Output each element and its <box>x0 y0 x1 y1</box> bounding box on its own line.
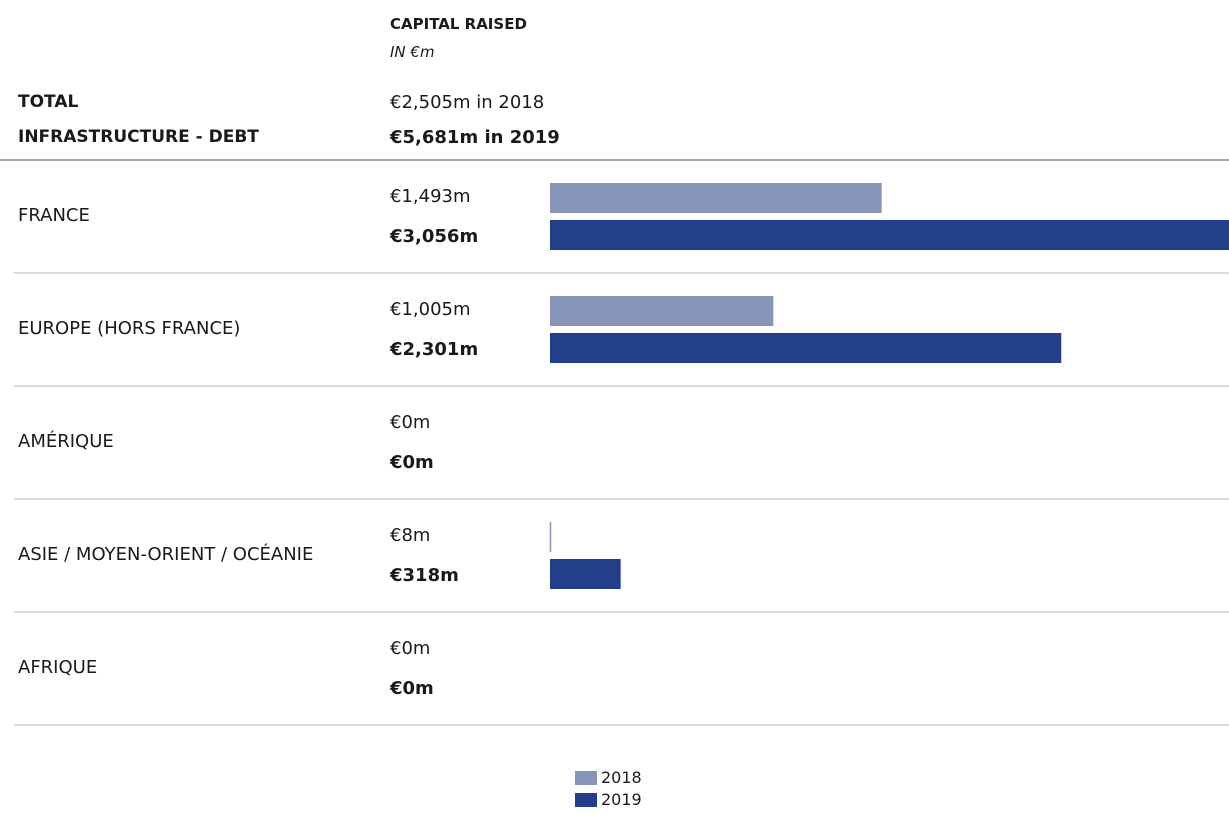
value-label: €0m <box>390 638 431 659</box>
category-label: AFRIQUE <box>18 657 98 679</box>
total-2019: €5,681m in 2019 <box>390 127 560 148</box>
value-label: €8m <box>390 525 431 546</box>
value-label: €0m <box>390 412 431 433</box>
value-label: €318m <box>390 565 459 586</box>
bar <box>550 559 621 589</box>
category-label: ASIE / MOYEN-ORIENT / OCÉANIE <box>18 544 314 566</box>
legend-label: 2019 <box>601 790 642 809</box>
chart-subtitle: IN €m <box>390 43 435 61</box>
value-label: €1,493m <box>390 186 471 207</box>
bar <box>550 183 882 213</box>
total-label: TOTAL <box>18 92 79 112</box>
legend-swatch <box>575 771 597 785</box>
bar <box>550 333 1062 363</box>
value-label: €3,056m <box>390 226 479 247</box>
total-2018: €2,505m in 2018 <box>390 92 545 113</box>
value-label: €2,301m <box>390 339 479 360</box>
category-label: FRANCE <box>18 205 90 227</box>
bar <box>550 296 774 326</box>
legend-label: 2018 <box>601 768 642 787</box>
category-label: AMÉRIQUE <box>18 431 114 453</box>
legend-swatch <box>575 793 597 807</box>
value-label: €1,005m <box>390 299 471 320</box>
category-label: EUROPE (HORS FRANCE) <box>18 318 241 340</box>
chart-title: CAPITAL RAISED <box>390 15 527 33</box>
total-label: INFRASTRUCTURE - DEBT <box>18 127 259 147</box>
value-label: €0m <box>390 452 434 473</box>
bar <box>550 220 1229 250</box>
value-label: €0m <box>390 678 434 699</box>
